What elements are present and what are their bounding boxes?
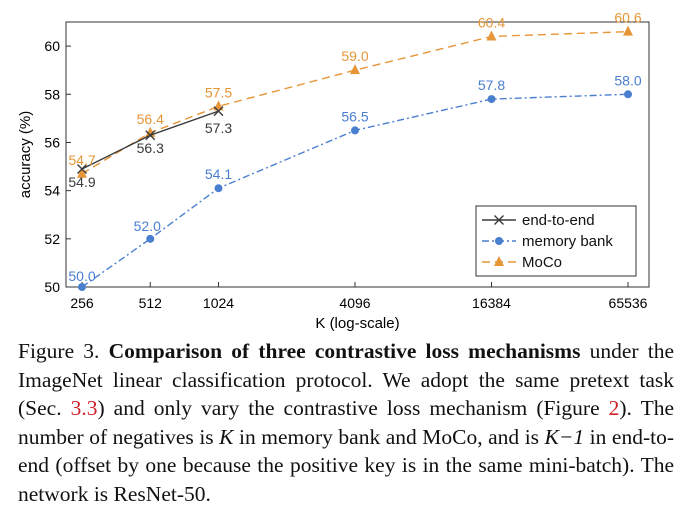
- legend-label: memory bank: [522, 233, 613, 250]
- figure-label: Figure 3.: [18, 339, 100, 363]
- data-label: 58.0: [614, 72, 641, 88]
- y-tick-label: 52: [44, 231, 60, 247]
- data-point: [146, 234, 155, 243]
- legend-entry: end-to-end: [482, 212, 595, 229]
- data-point: [494, 256, 504, 266]
- series-end-to-end: [77, 106, 224, 174]
- y-tick-label: 54: [44, 183, 60, 199]
- data-label: 52.0: [134, 218, 161, 234]
- data-point: [213, 106, 224, 117]
- legend-entry: MoCo: [482, 254, 562, 271]
- data-point: [486, 30, 497, 41]
- data-label: 56.5: [341, 108, 368, 124]
- legend: end-to-end memory bank MoCo: [475, 205, 637, 277]
- x-axis-label: K (log-scale): [315, 315, 399, 332]
- figure-ref-link[interactable]: 2: [608, 396, 620, 421]
- variable-k: K: [219, 424, 234, 449]
- x-tick-label: 256: [70, 295, 94, 311]
- x-tick-label: 4096: [339, 295, 370, 311]
- caption-text-4: in memory bank and MoCo, and is: [239, 424, 540, 449]
- caption-text-2: ) and only vary the contrastive loss mec…: [97, 396, 600, 421]
- legend-entry: memory bank: [482, 233, 613, 250]
- y-tick-label: 56: [44, 134, 60, 150]
- data-point: [351, 126, 359, 135]
- data-point: [214, 184, 223, 193]
- data-label: 56.4: [137, 111, 164, 127]
- y-axis-label: accuracy (%): [17, 111, 34, 199]
- axes: 50 52 54 56 58 60 256 512 1024 4096 16384 65536 K (l…: [17, 21, 650, 332]
- data-label: 60.4: [478, 14, 505, 30]
- data-point: [494, 215, 504, 225]
- x-tick-label: 16384: [472, 295, 511, 311]
- data-point: [487, 95, 496, 104]
- data-label: 54.1: [205, 166, 232, 182]
- data-point: [495, 237, 503, 245]
- caption-text-5: in end-to-end (offset by one because the…: [18, 424, 674, 506]
- data-label: 60.6: [614, 10, 641, 26]
- section-ref-link[interactable]: 3.3: [70, 396, 98, 421]
- series-layer: [77, 25, 633, 291]
- caption-title: Comparison of three contrastive loss mec…: [108, 339, 581, 363]
- data-point: [77, 167, 87, 178]
- data-point: [624, 90, 632, 99]
- legend-label: MoCo: [522, 254, 562, 271]
- y-tick-label: 60: [44, 38, 60, 54]
- series-memory-bank: [78, 90, 632, 291]
- data-point: [145, 130, 156, 141]
- y-tick-label: 58: [44, 86, 60, 102]
- data-label: 50.0: [68, 268, 95, 284]
- data-label: 59.0: [341, 48, 368, 64]
- legend-label: end-to-end: [522, 212, 595, 229]
- data-label: 57.8: [478, 77, 505, 93]
- chart: 50 52 54 56 58 60 256 512 1024 4096 16384 65536 K (l…: [17, 10, 650, 332]
- figure-caption: Figure 3. Comparison of three contrastiv…: [18, 337, 674, 509]
- x-tick-label: 65536: [609, 295, 648, 311]
- data-point: [350, 64, 360, 75]
- data-labels: 54.9 56.3 57.3 50.0 52.0 54.1 56.5 57.8 58.0 54.7…: [68, 10, 641, 284]
- data-point: [77, 163, 87, 174]
- plot-frame: [65, 21, 650, 288]
- x-tick-label: 1024: [203, 295, 234, 311]
- x-tick-label: 512: [139, 295, 163, 311]
- data-label: 56.3: [137, 140, 164, 156]
- data-point: [78, 283, 86, 291]
- data-label: 57.5: [205, 84, 232, 100]
- data-label: 54.7: [68, 152, 95, 168]
- series-line: [81, 93, 629, 288]
- data-point: [623, 25, 633, 36]
- variable-k-minus-one: K−1: [544, 424, 585, 449]
- caption-text-3: ). The number of negatives is: [18, 396, 674, 449]
- caption-text-1: under the ImageNet linear classification…: [18, 339, 675, 421]
- data-label: 54.9: [68, 174, 95, 190]
- series-line: [81, 30, 629, 175]
- data-label: 57.3: [205, 120, 232, 136]
- y-tick-label: 50: [44, 279, 60, 295]
